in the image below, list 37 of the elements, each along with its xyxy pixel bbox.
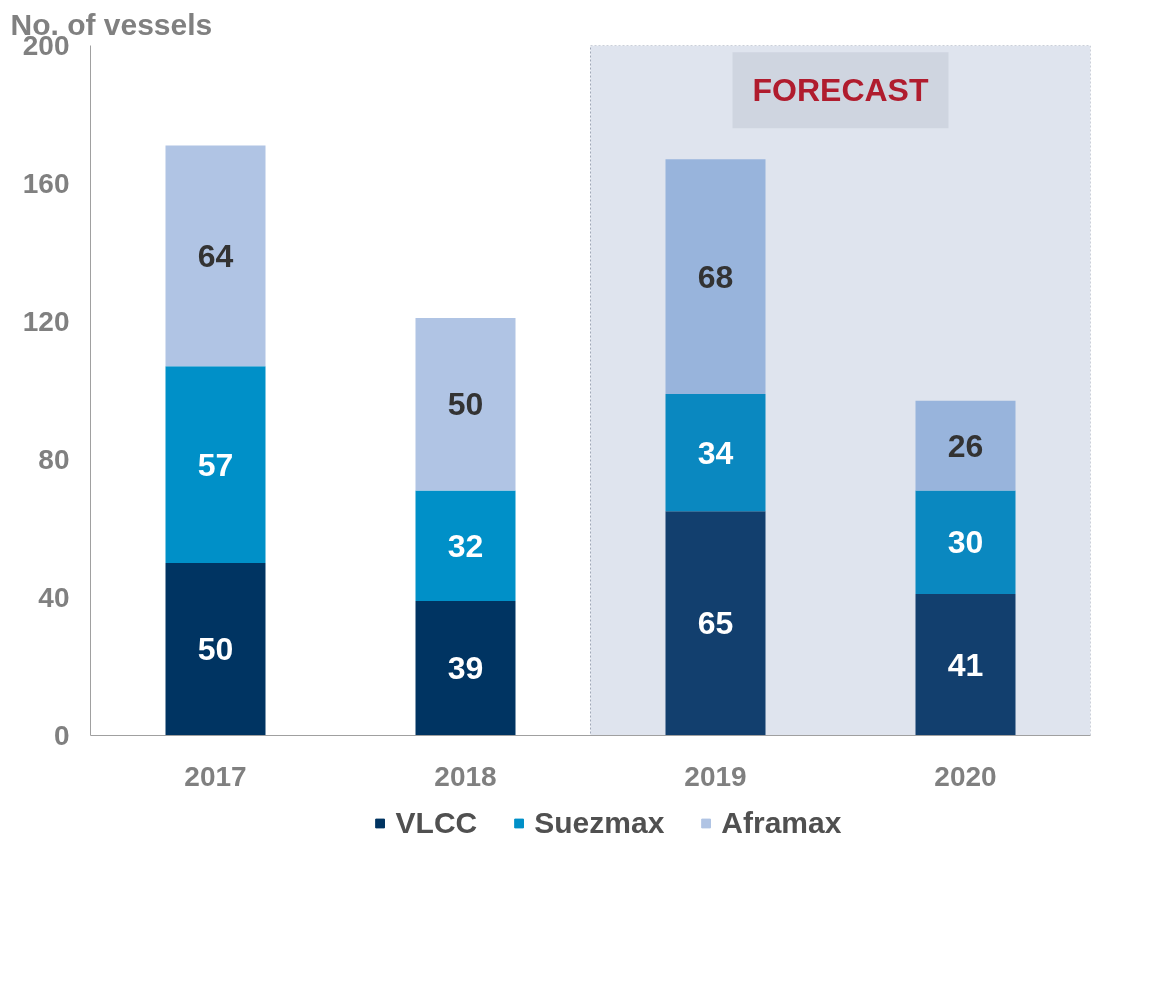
bar — [165, 563, 266, 736]
bar — [415, 490, 516, 601]
x-tick-label: 2020 — [934, 760, 997, 792]
y-tick-label: 80 — [38, 444, 70, 475]
data-label: 68 — [697, 258, 734, 295]
bar — [165, 366, 266, 563]
data-label: 64 — [197, 237, 234, 274]
data-label: 26 — [947, 427, 984, 464]
legend-label: Aframax — [721, 806, 842, 840]
data-label: 39 — [447, 650, 484, 687]
data-label: 50 — [197, 631, 234, 668]
bar — [915, 594, 1016, 736]
data-label: 34 — [697, 434, 734, 471]
bar — [665, 393, 766, 512]
y-tick-label: 40 — [38, 582, 70, 613]
y-tick-label: 160 — [22, 168, 70, 199]
bar — [415, 600, 516, 736]
bar — [665, 511, 766, 736]
data-label: 65 — [697, 605, 734, 642]
bar — [665, 159, 766, 394]
bar — [415, 318, 516, 491]
bar — [915, 400, 1016, 491]
data-label: 50 — [447, 386, 484, 423]
band-label: FORECAST — [752, 72, 929, 109]
x-tick-label: 2019 — [684, 760, 747, 792]
data-label: 32 — [447, 527, 484, 564]
x-tick-label: 2017 — [184, 760, 247, 792]
x-tick-label: 2018 — [434, 760, 497, 792]
bar — [915, 490, 1016, 595]
bar — [165, 145, 266, 367]
data-label: 30 — [947, 524, 984, 561]
y-tick-label: 0 — [53, 720, 70, 751]
legend-label: Suezmax — [534, 806, 665, 840]
data-label: 41 — [947, 646, 984, 683]
data-label: 57 — [197, 446, 234, 483]
y-tick-label: 120 — [22, 306, 70, 337]
legend-label: VLCC — [395, 806, 478, 840]
